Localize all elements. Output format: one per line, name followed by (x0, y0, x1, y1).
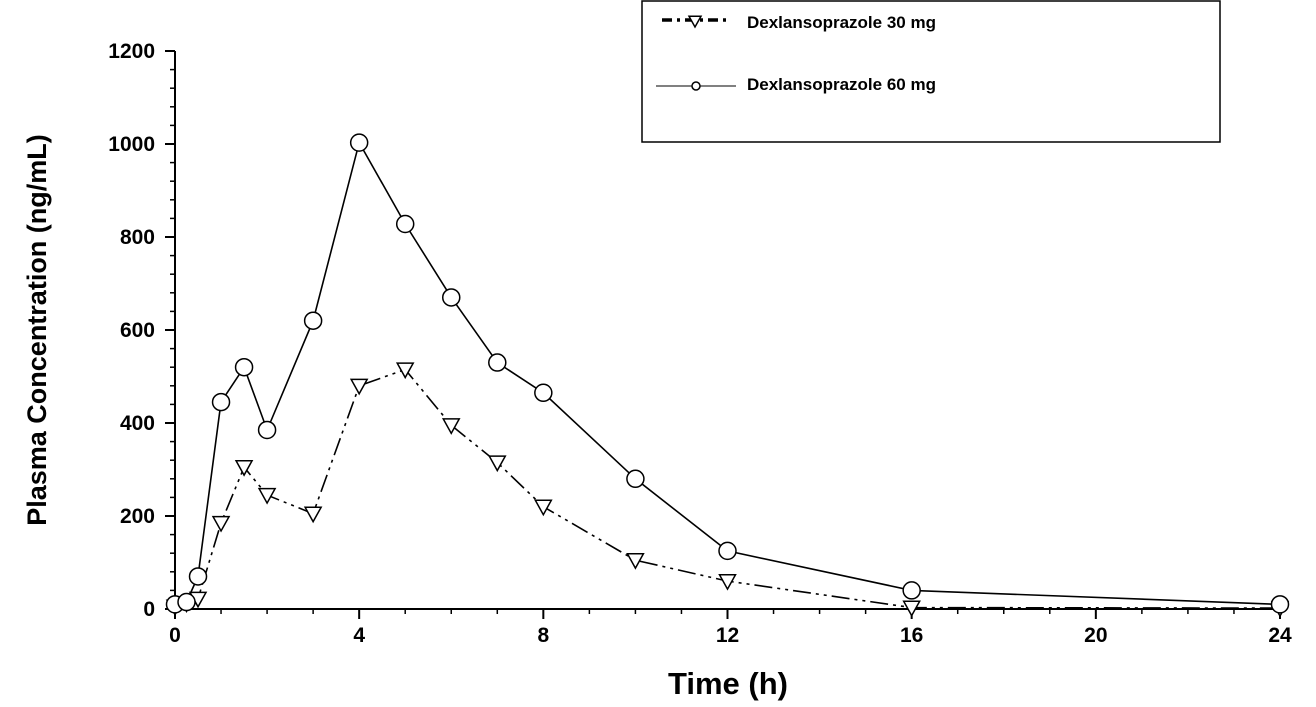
data-point (234, 460, 254, 477)
data-point (534, 499, 553, 517)
data-point (902, 600, 921, 618)
legend-label-60mg: Dexlansoprazole 60 mg (747, 75, 936, 94)
series-line (174, 140, 1281, 606)
data-point (534, 383, 553, 403)
data-point (257, 420, 277, 440)
axes: 0 200 400 600 800 1000 1200 0 4 8 12 16 20 24 (108, 40, 1292, 647)
series-0 (165, 362, 1290, 618)
legend: Dexlansoprazole 30 mg Dexlansoprazole 60… (641, 0, 1221, 143)
y-axis-title: Plasma Concentration (ng/mL) (22, 134, 52, 526)
data-point (211, 515, 231, 533)
data-point (718, 541, 737, 561)
x-tick-label: 24 (1268, 624, 1292, 647)
data-point (303, 311, 323, 330)
x-tick-label: 16 (900, 624, 923, 647)
data-point (442, 288, 461, 307)
x-tick-label: 12 (716, 624, 739, 647)
y-tick-label: 1000 (108, 133, 155, 156)
series-layer (165, 133, 1290, 618)
data-point (303, 506, 323, 524)
y-tick-label: 0 (143, 598, 155, 621)
data-point (488, 353, 507, 372)
x-tick-label: 4 (353, 624, 365, 647)
x-tick-label: 8 (537, 624, 549, 647)
data-point (626, 469, 645, 489)
y-tick-label: 800 (120, 226, 155, 249)
y-tick-label: 600 (120, 319, 155, 342)
y-tick-label: 400 (120, 412, 155, 435)
y-tick-label: 200 (120, 505, 155, 528)
legend-marker (687, 15, 703, 29)
x-tick-label: 20 (1084, 624, 1107, 647)
x-axis-title: Time (h) (668, 666, 788, 701)
x-tick-label: 0 (169, 624, 181, 647)
data-point (211, 392, 231, 412)
data-point (395, 214, 415, 234)
data-point (188, 567, 208, 586)
data-point (488, 455, 507, 473)
legend-box (641, 0, 1221, 143)
data-point (257, 487, 277, 505)
data-point (177, 592, 196, 612)
data-point (234, 357, 254, 377)
legend-marker (691, 81, 701, 91)
data-point (902, 581, 921, 600)
series-line (174, 368, 1281, 609)
data-point (349, 378, 369, 396)
data-point (626, 553, 645, 570)
legend-label-30mg: Dexlansoprazole 30 mg (747, 13, 936, 32)
data-point (349, 133, 369, 152)
data-point (441, 418, 461, 435)
y-tick-label: 1200 (108, 40, 155, 63)
series-1 (165, 133, 1290, 614)
legend-entries (656, 15, 736, 91)
data-point (718, 573, 737, 591)
data-point (395, 362, 415, 380)
data-point (1270, 595, 1290, 614)
